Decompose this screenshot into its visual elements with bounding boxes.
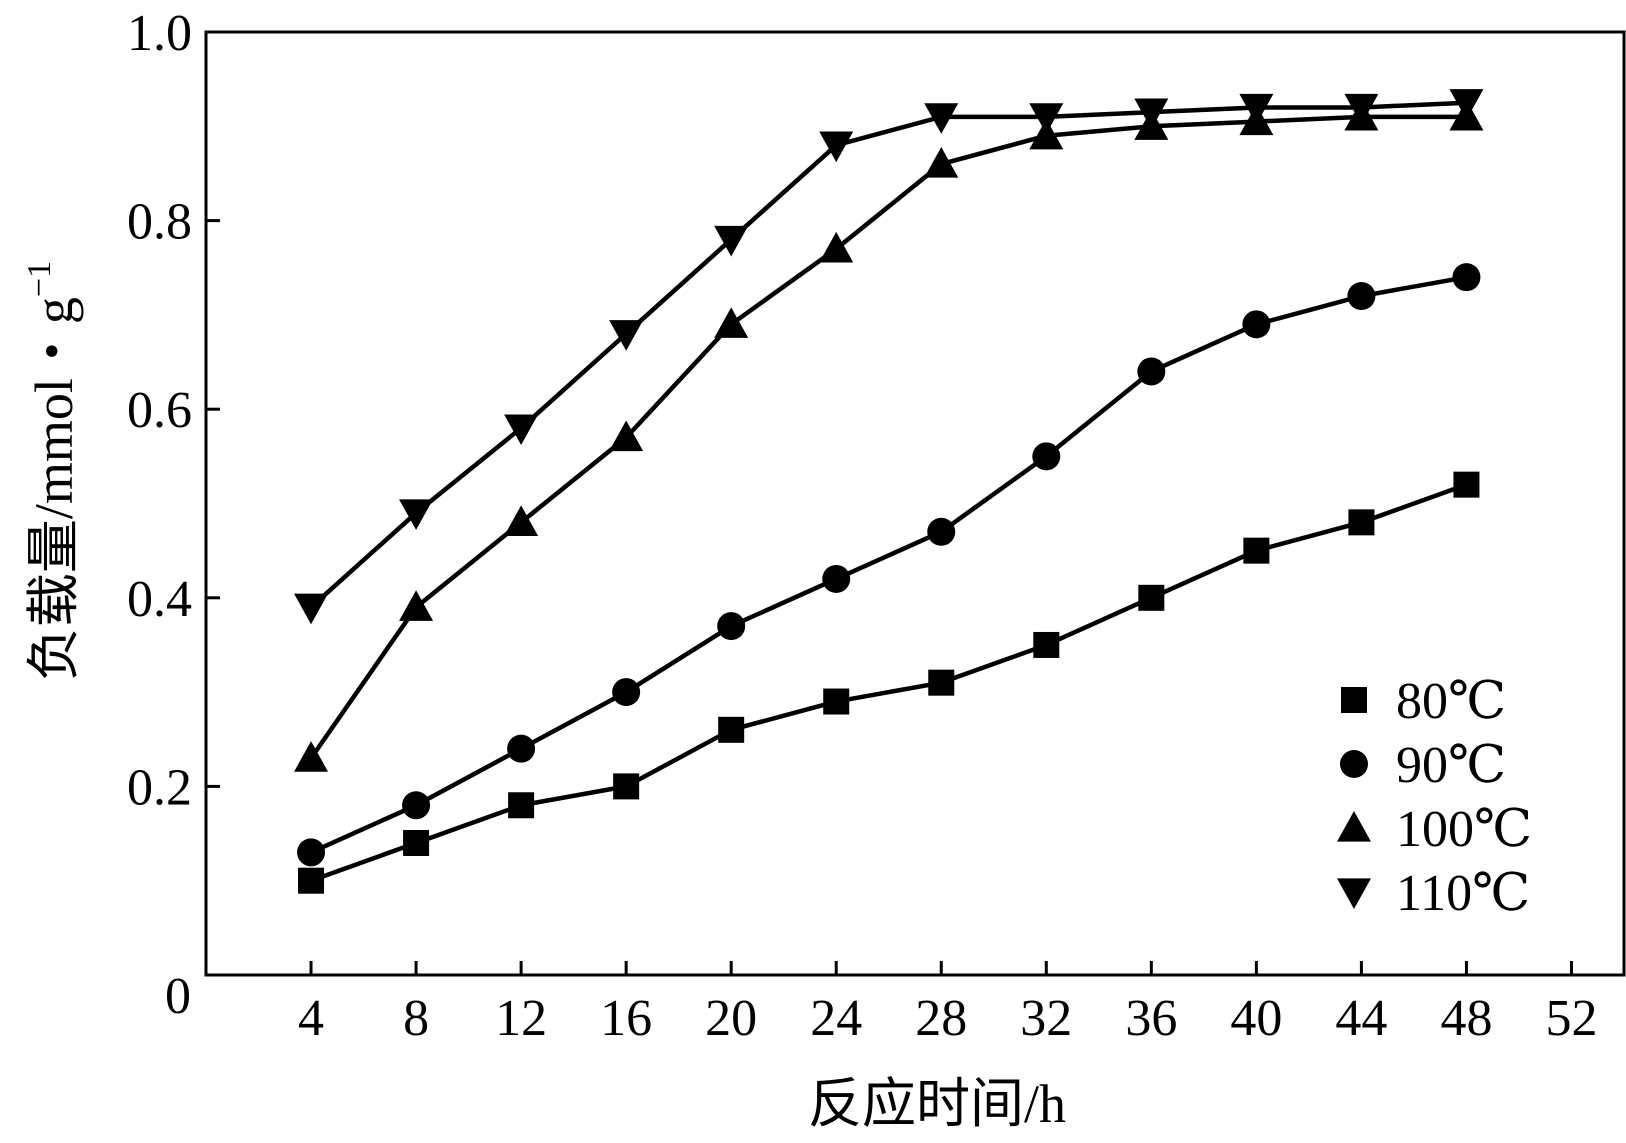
legend-label: 80℃	[1396, 673, 1506, 730]
series-line-1	[310, 274, 1467, 855]
data-point-series-3	[1344, 93, 1379, 125]
data-point-series-0	[1348, 509, 1375, 536]
data-point-series-0	[298, 867, 325, 894]
data-point-series-3	[609, 320, 644, 351]
data-point-series-1	[717, 612, 746, 641]
data-point-series-1	[1347, 282, 1376, 311]
data-point-series-1	[927, 517, 956, 546]
data-point-series-3	[924, 103, 959, 134]
x-tick-label: 32	[1020, 990, 1072, 1047]
x-tick-label: 20	[705, 990, 757, 1047]
data-point-series-1	[1242, 310, 1271, 339]
y-tick-label: 1.0	[127, 5, 192, 62]
data-point-series-1	[507, 734, 536, 763]
legend-marker	[1341, 687, 1367, 713]
data-point-series-0	[1138, 584, 1165, 611]
data-point-series-2	[504, 505, 539, 536]
data-point-series-1	[1137, 357, 1166, 386]
data-point-series-1	[1032, 442, 1061, 471]
data-point-series-0	[718, 716, 745, 743]
plot-frame-border	[204, 30, 1626, 977]
series-line-0	[310, 482, 1468, 883]
y-axis-title-superscript: −1	[21, 261, 58, 297]
legend-label: 110℃	[1396, 865, 1530, 922]
data-point-series-2	[819, 231, 854, 263]
legend-marker	[1337, 811, 1371, 842]
data-point-series-3	[714, 225, 749, 257]
data-point-series-1	[297, 838, 326, 867]
y-axis-title: 负载量/mmol・g−1	[21, 261, 84, 681]
tick-labels: 4 8 12 16 20 24 28 32 36 40 44 48 520.20.40.60.81.00	[127, 5, 1597, 1047]
series-line-2	[309, 114, 1467, 760]
x-tick-label: 40	[1230, 990, 1282, 1047]
data-point-series-0	[1453, 471, 1480, 498]
data-point-series-2	[294, 741, 329, 772]
x-tick-label: 12	[495, 990, 547, 1047]
data-point-series-2	[399, 590, 434, 621]
x-tick-label: 16	[600, 990, 652, 1047]
data-point-series-3	[1029, 103, 1064, 134]
data-point-series-0	[1243, 537, 1270, 564]
y-tick-label: 0.8	[127, 194, 192, 251]
legend-label: 90℃	[1396, 737, 1506, 794]
x-tick-label: 8	[403, 990, 429, 1047]
x-tick-label: 48	[1440, 990, 1492, 1047]
data-point-series-1	[1452, 263, 1481, 292]
axis-ticks	[206, 30, 1573, 975]
y-tick-label: 0.2	[127, 759, 192, 816]
x-tick-label: 24	[810, 990, 862, 1047]
data-point-series-3	[504, 414, 539, 446]
data-point-series-1	[612, 678, 641, 707]
data-point-series-0	[613, 773, 640, 800]
x-tick-label: 28	[915, 990, 967, 1047]
data-point-series-2	[1029, 118, 1064, 150]
x-tick-label: 44	[1335, 990, 1387, 1047]
data-point-series-3	[399, 499, 434, 530]
data-point-series-3	[1239, 93, 1274, 125]
x-tick-label: 36	[1125, 990, 1177, 1047]
legend-marker	[1340, 750, 1368, 778]
legend-marker	[1337, 878, 1371, 909]
data-point-series-0	[508, 792, 535, 819]
data-point-series-3	[819, 131, 854, 163]
origin-label: 0	[165, 968, 191, 1025]
x-axis-title: 反应时间/h	[808, 1074, 1066, 1134]
legend: 80℃ 90℃ 100℃ 110℃	[1337, 673, 1532, 922]
y-tick-label: 0.4	[127, 571, 192, 628]
data-point-series-2	[924, 147, 959, 178]
series-line-3	[309, 100, 1467, 609]
x-tick-label: 4	[298, 990, 324, 1047]
data-point-series-3	[1134, 98, 1169, 130]
data-point-series-3	[1449, 89, 1484, 120]
data-point-series-1	[822, 564, 851, 593]
data-point-series-3	[294, 593, 329, 625]
series-markers	[294, 89, 1484, 894]
data-point-series-0	[403, 829, 430, 856]
y-tick-label: 0.6	[127, 382, 192, 439]
legend-label: 100℃	[1396, 801, 1532, 858]
series-lines	[309, 100, 1468, 883]
x-tick-label: 52	[1545, 990, 1597, 1047]
plot-frame	[204, 30, 1626, 977]
data-point-series-1	[402, 791, 431, 820]
data-point-series-2	[714, 307, 749, 338]
data-point-series-2	[609, 420, 644, 452]
data-point-series-0	[823, 688, 850, 715]
y-axis-title-main: 负载量/mmol・g	[24, 297, 84, 681]
data-point-series-0	[1033, 631, 1060, 658]
data-point-series-0	[928, 669, 955, 696]
y-axis-title-group: 负载量/mmol・g−1	[21, 261, 84, 681]
